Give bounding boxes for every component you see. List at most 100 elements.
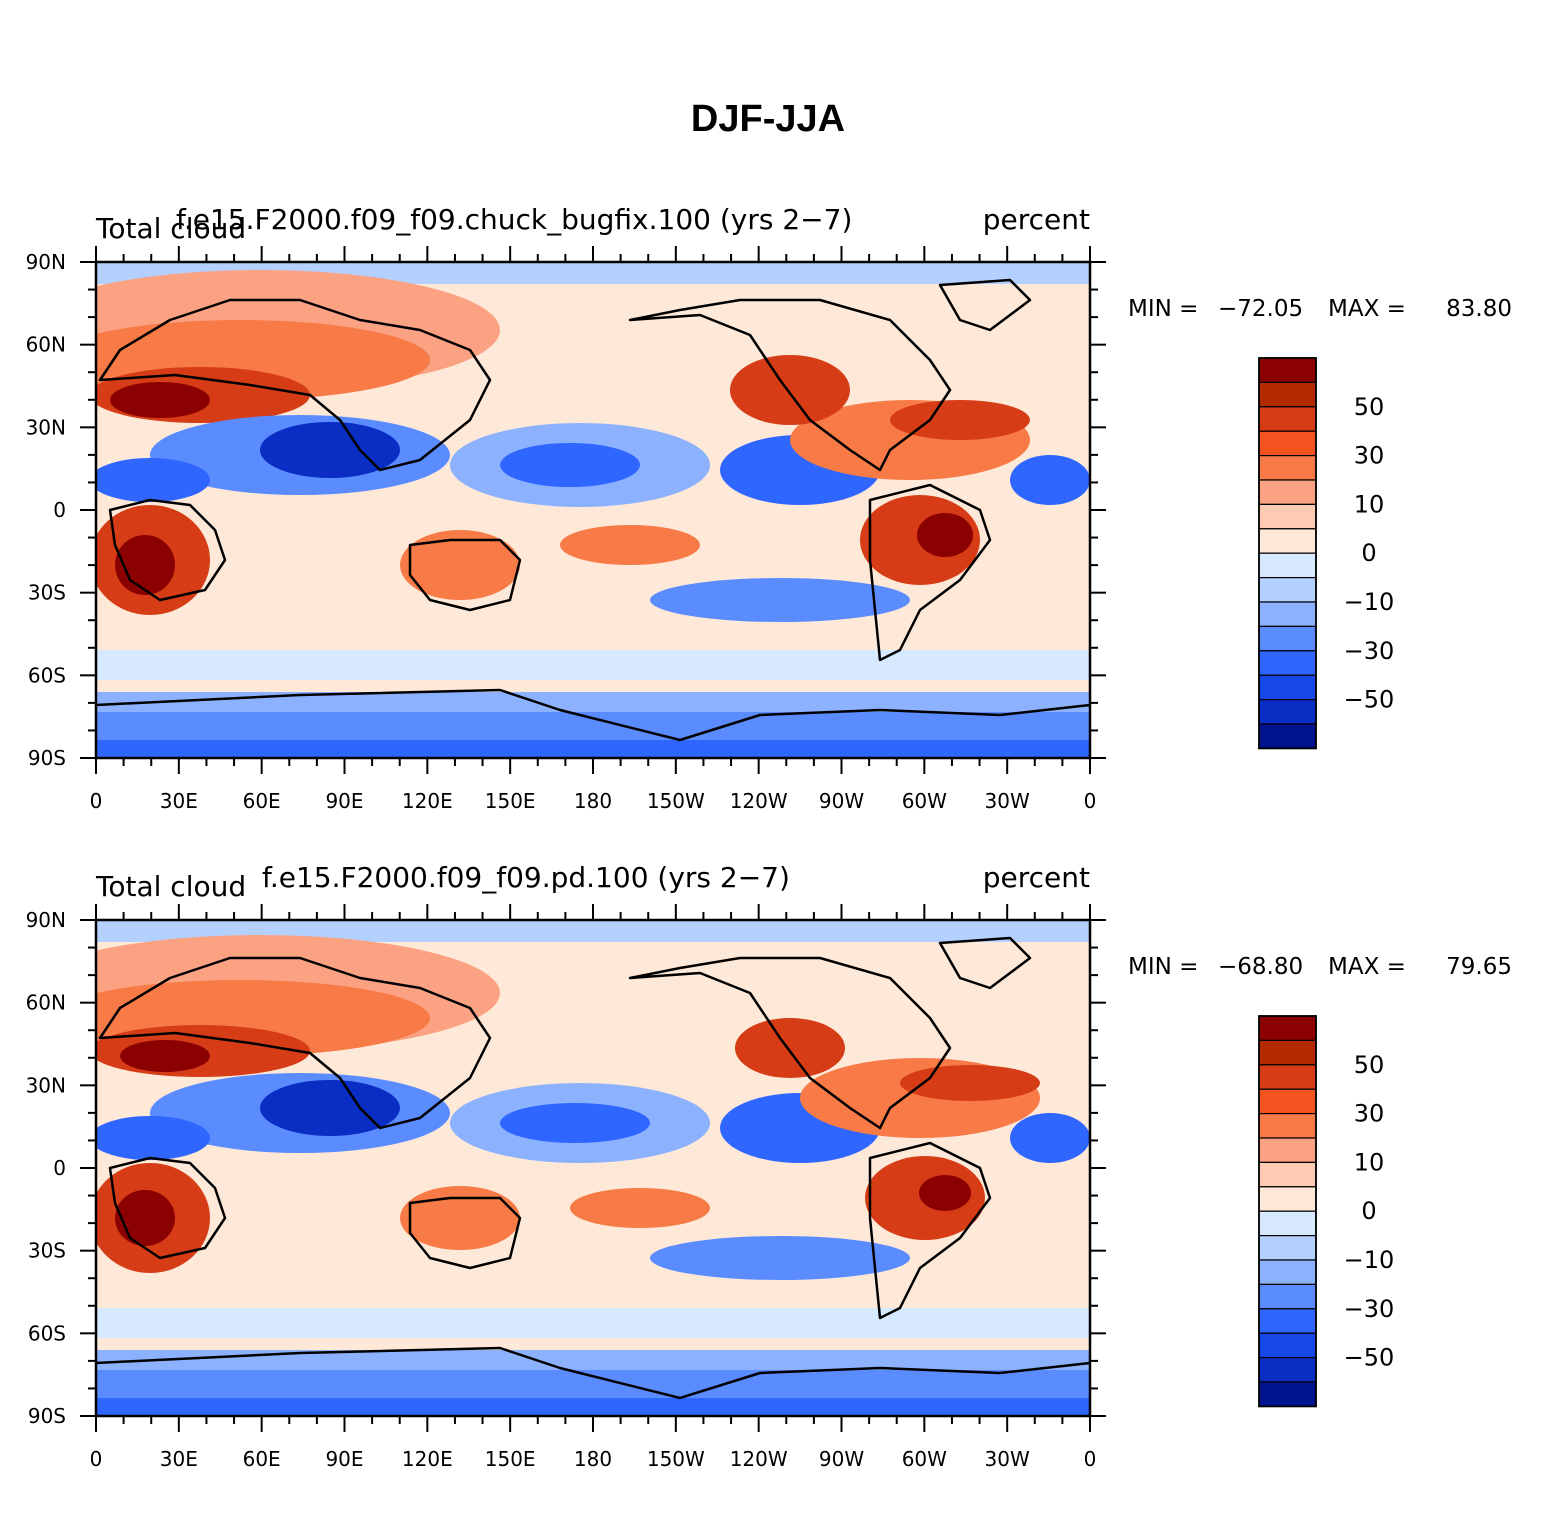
colorbar-swatch xyxy=(1258,552,1317,579)
lon-label: 60E xyxy=(243,1447,281,1471)
colorbar-swatch xyxy=(1258,1210,1317,1237)
min-value: −68.80 xyxy=(1218,954,1303,980)
colorbar-swatch xyxy=(1258,1064,1317,1090)
panel-case-label: f.e15.F2000.f09_f09.chuck_bugfix.100 (yr… xyxy=(176,203,852,236)
lon-label: 150W xyxy=(647,789,705,813)
colorbar-frame xyxy=(1258,1015,1317,1408)
latitude-labels: 90N 60N 30N 0 30S 60S 90S xyxy=(26,908,66,1428)
lat-label: 90N xyxy=(26,250,66,274)
colorbar-swatch xyxy=(1258,406,1317,432)
colorbar-swatch xyxy=(1258,1308,1317,1334)
colorbar-swatch xyxy=(1258,1039,1317,1066)
colorbar-swatch xyxy=(1258,723,1317,749)
lon-label: 120W xyxy=(730,789,788,813)
colorbar-swatch xyxy=(1258,1283,1317,1310)
longitude-labels: 0 30E 60E 90E 120E 150E 180 150W 120W 90W 60W 30W 0 xyxy=(90,789,1097,813)
colorbar-swatch xyxy=(1258,1137,1317,1163)
colorbar-swatch xyxy=(1258,1381,1317,1407)
colorbar-swatch xyxy=(1258,601,1317,627)
colorbar-swatch xyxy=(1258,1259,1317,1285)
colorbar-swatch xyxy=(1258,503,1317,530)
colorbar-label: −10 xyxy=(1344,588,1395,616)
colorbar-label: 10 xyxy=(1354,1148,1385,1176)
lat-label: 30N xyxy=(26,1073,66,1097)
lat-label: 60N xyxy=(26,333,66,357)
lat-label: 90N xyxy=(26,908,66,932)
colorbar-label: 50 xyxy=(1354,393,1385,421)
max-value: 79.65 xyxy=(1446,954,1512,980)
lon-label: 60E xyxy=(243,789,281,813)
lon-label: 90E xyxy=(325,789,363,813)
lat-label: 0 xyxy=(53,1156,66,1180)
lat-label: 90S xyxy=(28,1404,66,1428)
min-label: MIN = xyxy=(1128,296,1198,322)
lon-label: 60W xyxy=(902,789,947,813)
colorbar-swatch xyxy=(1258,479,1317,505)
colorbar-label: 30 xyxy=(1354,1100,1385,1128)
min-label: MIN = xyxy=(1128,954,1198,980)
colorbar-swatch xyxy=(1258,455,1317,481)
colorbar-label: 30 xyxy=(1354,442,1385,470)
figure-title: DJF-JJA xyxy=(691,98,845,140)
latitude-labels: 90N 60N 30N 0 30S 60S 90S xyxy=(26,250,66,770)
map-panel-1: Total cloud f.e15.F2000.f09_f09.chuck_bu… xyxy=(26,203,1512,813)
lat-label: 30N xyxy=(26,415,66,439)
max-value: 83.80 xyxy=(1446,296,1512,322)
colorbar-swatch xyxy=(1258,381,1317,408)
colorbar: 50 30 10 0 −10 −30 −50 xyxy=(1258,1015,1395,1408)
max-label: MAX = xyxy=(1328,296,1406,322)
lat-label: 30S xyxy=(28,1239,66,1263)
colorbar-label: 0 xyxy=(1361,539,1376,567)
lon-label: 0 xyxy=(1084,1447,1097,1471)
colorbar: 50 30 10 0 −10 −30 −50 xyxy=(1258,357,1395,750)
panel-variable-label: Total cloud xyxy=(95,870,246,903)
lon-label: 30E xyxy=(160,789,198,813)
max-label: MAX = xyxy=(1328,954,1406,980)
colorbar-swatch xyxy=(1258,650,1317,676)
panel-case-label: f.e15.F2000.f09_f09.pd.100 (yrs 2−7) xyxy=(262,861,790,894)
colorbar-swatch xyxy=(1258,674,1317,701)
map-ticks xyxy=(80,246,1106,774)
lat-label: 60S xyxy=(28,663,66,687)
lon-label: 60W xyxy=(902,1447,947,1471)
colorbar-swatch xyxy=(1258,576,1317,603)
lon-label: 30E xyxy=(160,1447,198,1471)
colorbar-label: −50 xyxy=(1344,686,1395,714)
lon-label: 180 xyxy=(574,1447,612,1471)
colorbar-label: −30 xyxy=(1344,637,1395,665)
lon-label: 0 xyxy=(90,1447,103,1471)
colorbar-label: −10 xyxy=(1344,1246,1395,1274)
map-ticks xyxy=(80,904,1106,1432)
lon-label: 150E xyxy=(485,789,536,813)
lon-label: 150E xyxy=(485,1447,536,1471)
lon-label: 120E xyxy=(402,1447,453,1471)
colorbar-swatch xyxy=(1258,1234,1317,1261)
colorbar-swatch xyxy=(1258,1161,1317,1188)
coastlines xyxy=(96,278,1090,742)
coastlines xyxy=(96,936,1090,1400)
lon-label: 90W xyxy=(819,1447,864,1471)
colorbar-label: −30 xyxy=(1344,1295,1395,1323)
min-value: −72.05 xyxy=(1218,296,1303,322)
lon-label: 0 xyxy=(1084,789,1097,813)
colorbar-swatch xyxy=(1258,357,1317,383)
lat-label: 0 xyxy=(53,498,66,522)
lon-label: 90W xyxy=(819,789,864,813)
colorbar-swatch xyxy=(1258,1332,1317,1359)
colorbar-swatch xyxy=(1258,625,1317,652)
lon-label: 30W xyxy=(985,1447,1030,1471)
lon-label: 120E xyxy=(402,789,453,813)
contour-field xyxy=(96,262,1090,758)
lon-label: 180 xyxy=(574,789,612,813)
lon-label: 30W xyxy=(985,789,1030,813)
colorbar-swatch xyxy=(1258,1113,1317,1139)
lat-label: 90S xyxy=(28,746,66,770)
lon-label: 0 xyxy=(90,789,103,813)
lon-label: 90E xyxy=(325,1447,363,1471)
contour-field xyxy=(96,920,1090,1416)
colorbar-swatch xyxy=(1258,1015,1317,1041)
panel-units-label: percent xyxy=(983,203,1090,236)
colorbar-swatch xyxy=(1258,698,1317,725)
colorbar-swatch xyxy=(1258,1186,1317,1212)
